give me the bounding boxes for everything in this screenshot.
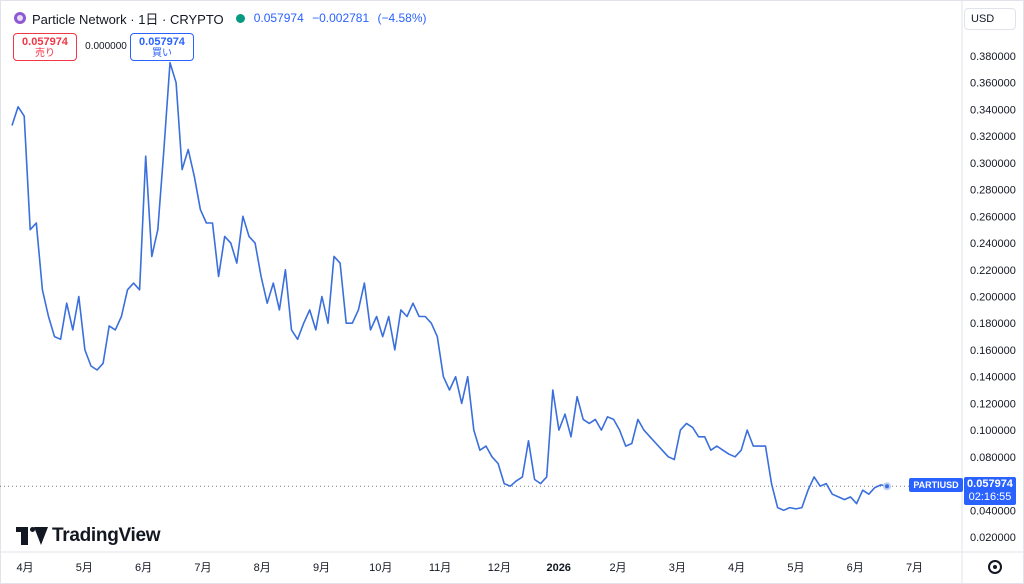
- change-percent: (−4.58%): [377, 11, 427, 25]
- time-axis[interactable]: 4月 5月 6月 7月 8月 9月 10月 11月 12月 2026 2月 3月 4月 5月 6月 7月: [16, 562, 923, 574]
- particle-network-icon: [14, 12, 26, 24]
- time-tick-label: 3月: [669, 562, 686, 574]
- currency-select[interactable]: USD: [964, 8, 1016, 30]
- sell-button[interactable]: 0.057974 売り: [13, 33, 77, 61]
- gear-icon[interactable]: [988, 560, 1002, 574]
- price-tick-label: 0.340000: [970, 104, 1016, 116]
- price-tick-label: 0.200000: [970, 292, 1016, 304]
- time-tick-label: 5月: [787, 562, 804, 574]
- time-tick-label: 2月: [609, 562, 626, 574]
- price-tick-label: 0.220000: [970, 265, 1016, 277]
- price-tick-label: 0.260000: [970, 211, 1016, 223]
- buy-price: 0.057974: [139, 36, 185, 48]
- time-tick-label: 11月: [429, 562, 451, 574]
- price-tick-label: 0.020000: [970, 532, 1016, 544]
- price-tick-label: 0.160000: [970, 345, 1016, 357]
- price-tick-label: 0.320000: [970, 131, 1016, 143]
- time-tick-label: 6月: [135, 562, 152, 574]
- logo-text: TradingView: [52, 525, 161, 546]
- chart-header: Particle Network · 1日 · CRYPTO 0.057974 …: [14, 8, 432, 28]
- tradingview-logo[interactable]: TradingView: [16, 525, 161, 547]
- price-tick-label: 0.080000: [970, 452, 1016, 464]
- time-tick-label: 12月: [488, 562, 511, 574]
- price-tick-label: 0.180000: [970, 318, 1016, 330]
- last-price-marker: [883, 482, 891, 491]
- market-status-icon[interactable]: [235, 13, 245, 23]
- price-tick-label: 0.120000: [970, 398, 1016, 410]
- symbol-title[interactable]: Particle Network · 1日 · CRYPTO: [32, 11, 224, 27]
- price-axis[interactable]: 0.0200000.0400000.0600000.0800000.100000…: [970, 51, 1016, 544]
- last-price-box: 0.057974 02:16:55: [964, 477, 1016, 505]
- price-tick-label: 0.380000: [970, 51, 1016, 63]
- last-price: 0.057974: [967, 478, 1013, 490]
- price-tick-label: 0.240000: [970, 238, 1016, 250]
- time-tick-label: 5月: [76, 562, 93, 574]
- spread-value: 0.000000: [85, 41, 127, 52]
- time-tick-label: 7月: [194, 562, 211, 574]
- time-tick-label: 9月: [313, 562, 330, 574]
- time-tick-label: 8月: [254, 562, 271, 574]
- change-value: −0.002781: [312, 11, 370, 25]
- last-value: 0.057974: [253, 11, 304, 25]
- series-line: [11, 61, 888, 512]
- ohlc-values: 0.057974 −0.002781 (−4.58%): [254, 11, 432, 25]
- sell-price: 0.057974: [22, 36, 68, 48]
- symbol-price-label: PARTIUSD: [909, 478, 963, 492]
- price-tick-label: 0.280000: [970, 185, 1016, 197]
- time-tick-label: 10月: [369, 562, 392, 574]
- buy-button[interactable]: 0.057974 買い: [130, 33, 194, 61]
- price-tick-label: 0.100000: [970, 425, 1016, 437]
- time-tick-label: 4月: [16, 562, 33, 574]
- buy-label: 買い: [152, 48, 172, 59]
- price-tick-label: 0.040000: [970, 505, 1016, 517]
- time-tick-label: 7月: [906, 562, 923, 574]
- sell-label: 売り: [35, 48, 55, 59]
- bar-countdown: 02:16:55: [968, 491, 1012, 503]
- tradingview-logo-icon: [16, 527, 48, 545]
- price-tick-label: 0.300000: [970, 158, 1016, 170]
- price-tick-label: 0.140000: [970, 372, 1016, 384]
- time-tick-label: 6月: [847, 562, 864, 574]
- time-tick-label: 4月: [728, 562, 745, 574]
- price-tick-label: 0.360000: [970, 78, 1016, 90]
- time-tick-label: 2026: [546, 562, 570, 574]
